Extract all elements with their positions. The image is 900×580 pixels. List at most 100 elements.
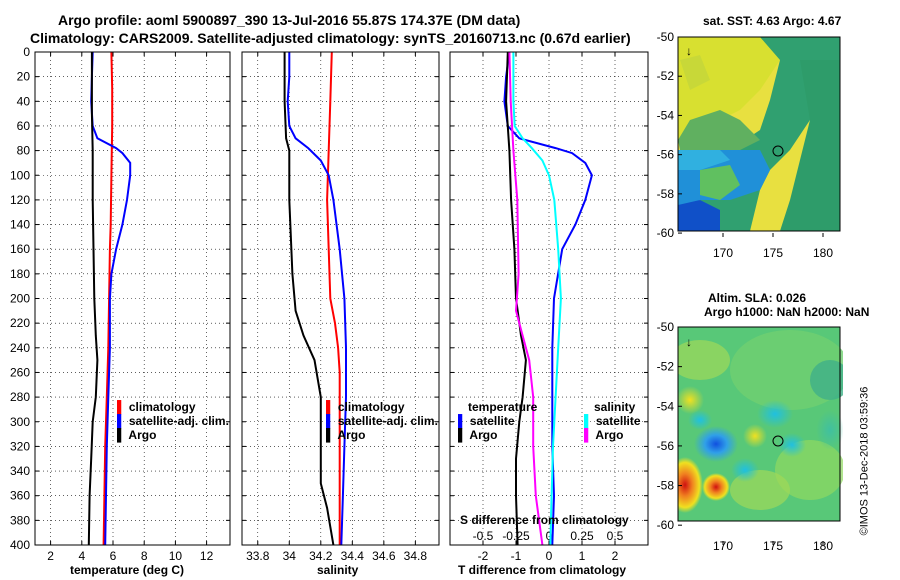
legend-item-s-satellite: ▌ satellite [584,414,641,428]
x-tick-label: 6 [110,549,117,563]
x-tick-label: 34.6 [372,549,396,563]
legend-item-climatology: ▌ climatology [117,400,196,414]
sst-north-arrow-icon: ↓ [686,44,692,58]
map-y-tick-label: -56 [657,439,675,453]
x-tick-label: 0 [546,549,553,563]
sla-map: ↓ -50 -52 -54 -56 -58 -60 170 175 180 [657,320,843,553]
x-tick-label: 1 [579,549,586,563]
sst-map: ↓ -50 -52 -54 -56 -58 -60 170 175 180 [657,30,843,260]
depth-tick-label: 40 [17,94,31,108]
top-axis-tick-label: 0 [546,529,553,543]
series-group [503,52,593,545]
legend-title-temperature: temperature [468,400,538,414]
depth-tick-label: 380 [10,513,30,527]
top-axis-tick-label: -0.25 [502,529,530,543]
depth-tick-label: 400 [10,538,30,552]
map-x-tick-label: 170 [713,539,733,553]
depth-tick-label: 100 [10,168,30,182]
depth-tick-label: 340 [10,464,30,478]
sst-map-field [678,37,843,231]
series-line-s-satellite [512,52,562,545]
series-line-t-argo [505,52,527,545]
panel-frame [449,51,649,546]
x-tick-label: 34.2 [309,549,333,563]
x-tick-label: -1 [511,549,522,563]
top-axis-tick-label: 0.25 [570,529,594,543]
depth-tick-label: 160 [10,242,30,256]
top-axis-tick-label: -0.5 [473,529,494,543]
depth-tick-label: 140 [10,218,30,232]
x-tick-label: 2 [612,549,619,563]
x-tick-label: 4 [78,549,85,563]
depth-tick-label: 20 [17,70,31,84]
legend-item-t-satellite: ▌ satellite [458,414,515,428]
x-tick-label: 34.4 [341,549,365,563]
depth-tick-label: 360 [10,489,30,503]
salinity-panel: 33.8 34 34.2 34.4 34.6 34.8 [241,51,440,563]
series-line-satellite-adj-clim- [90,52,132,545]
legend-item-satellite: ▌ satellite-adj. clim. [326,414,438,428]
depth-tick-label: 220 [10,316,30,330]
map-y-tick-label: -60 [657,518,675,532]
map-x-tick-label: 175 [763,246,783,260]
salinity-xlabel: salinity [317,563,359,577]
sst-argo-marker [772,145,784,157]
difference-xlabel: T difference from climatology [458,563,627,577]
depth-tick-label: 180 [10,267,30,281]
legend-item-climatology: ▌ climatology [326,400,405,414]
legend-item-satellite: ▌ satellite-adj. clim. [117,414,229,428]
sst-map-title: sat. SST: 4.63 Argo: 4.67 [703,14,842,28]
depth-tick-label: 260 [10,365,30,379]
depth-tick-label: 200 [10,292,30,306]
temperature-panel: 2 4 6 8 10 12 [34,51,231,563]
depth-axis: 0 20 40 60 80 100 120 140 160 180 200 220 240 260 280 3… [10,45,30,552]
series-line-s-argo [508,52,544,545]
imos-credit: ©IMOS 13-Dec-2018 03:59:36 [858,386,871,536]
sla-map-field [678,327,843,521]
series-line-argo [87,52,99,545]
legend-item-t-argo: ▌ Argo [458,428,498,442]
map-y-tick-label: -52 [657,360,675,374]
x-tick-label: 2 [47,549,54,563]
map-x-tick-label: 180 [813,246,833,260]
map-y-tick-label: -54 [657,108,675,122]
series-line-satellite-adj-clim- [286,52,347,545]
map-y-tick-label: -60 [657,226,675,240]
depth-tick-label: 120 [10,193,30,207]
legend-item-s-argo: ▌ Argo [584,428,624,442]
x-tick-label: 33.8 [246,549,270,563]
map-y-tick-label: -54 [657,399,675,413]
map-y-tick-label: -56 [657,148,675,162]
x-tick-label: 8 [141,549,148,563]
map-x-tick-label: 170 [713,246,733,260]
x-tick-label: 12 [200,549,214,563]
sla-map-title-line1: Altim. SLA: 0.026 [708,291,807,305]
depth-tick-label: 240 [10,341,30,355]
series-group [283,52,347,545]
map-y-tick-label: -58 [657,479,675,493]
figure-title-line2: Climatology: CARS2009. Satellite-adjuste… [30,30,631,46]
sla-argo-marker [772,435,784,447]
legend-item-argo: ▌ Argo [326,428,366,442]
depth-tick-label: 0 [23,45,30,59]
legend-item-argo: ▌ Argo [117,428,157,442]
panel-frame [241,51,440,546]
map-x-tick-label: 180 [813,539,833,553]
series-line-climatology [102,52,114,545]
series-line-argo [283,52,335,545]
depth-tick-label: 320 [10,439,30,453]
depth-tick-label: 300 [10,415,30,429]
map-y-tick-label: -50 [657,30,675,44]
x-tick-label: -2 [478,549,489,563]
temperature-xlabel: temperature (deg C) [70,563,185,577]
panel-frame [34,51,231,546]
x-tick-label: 34 [283,549,297,563]
legend-title-salinity: salinity [594,400,636,414]
series-line-climatology [326,52,341,545]
depth-tick-label: 80 [17,144,31,158]
map-x-tick-label: 175 [763,539,783,553]
series-group [87,52,132,545]
depth-tick-label: 60 [17,119,31,133]
figure-title-line1: Argo profile: aoml 5900897_390 13-Jul-20… [58,12,521,28]
